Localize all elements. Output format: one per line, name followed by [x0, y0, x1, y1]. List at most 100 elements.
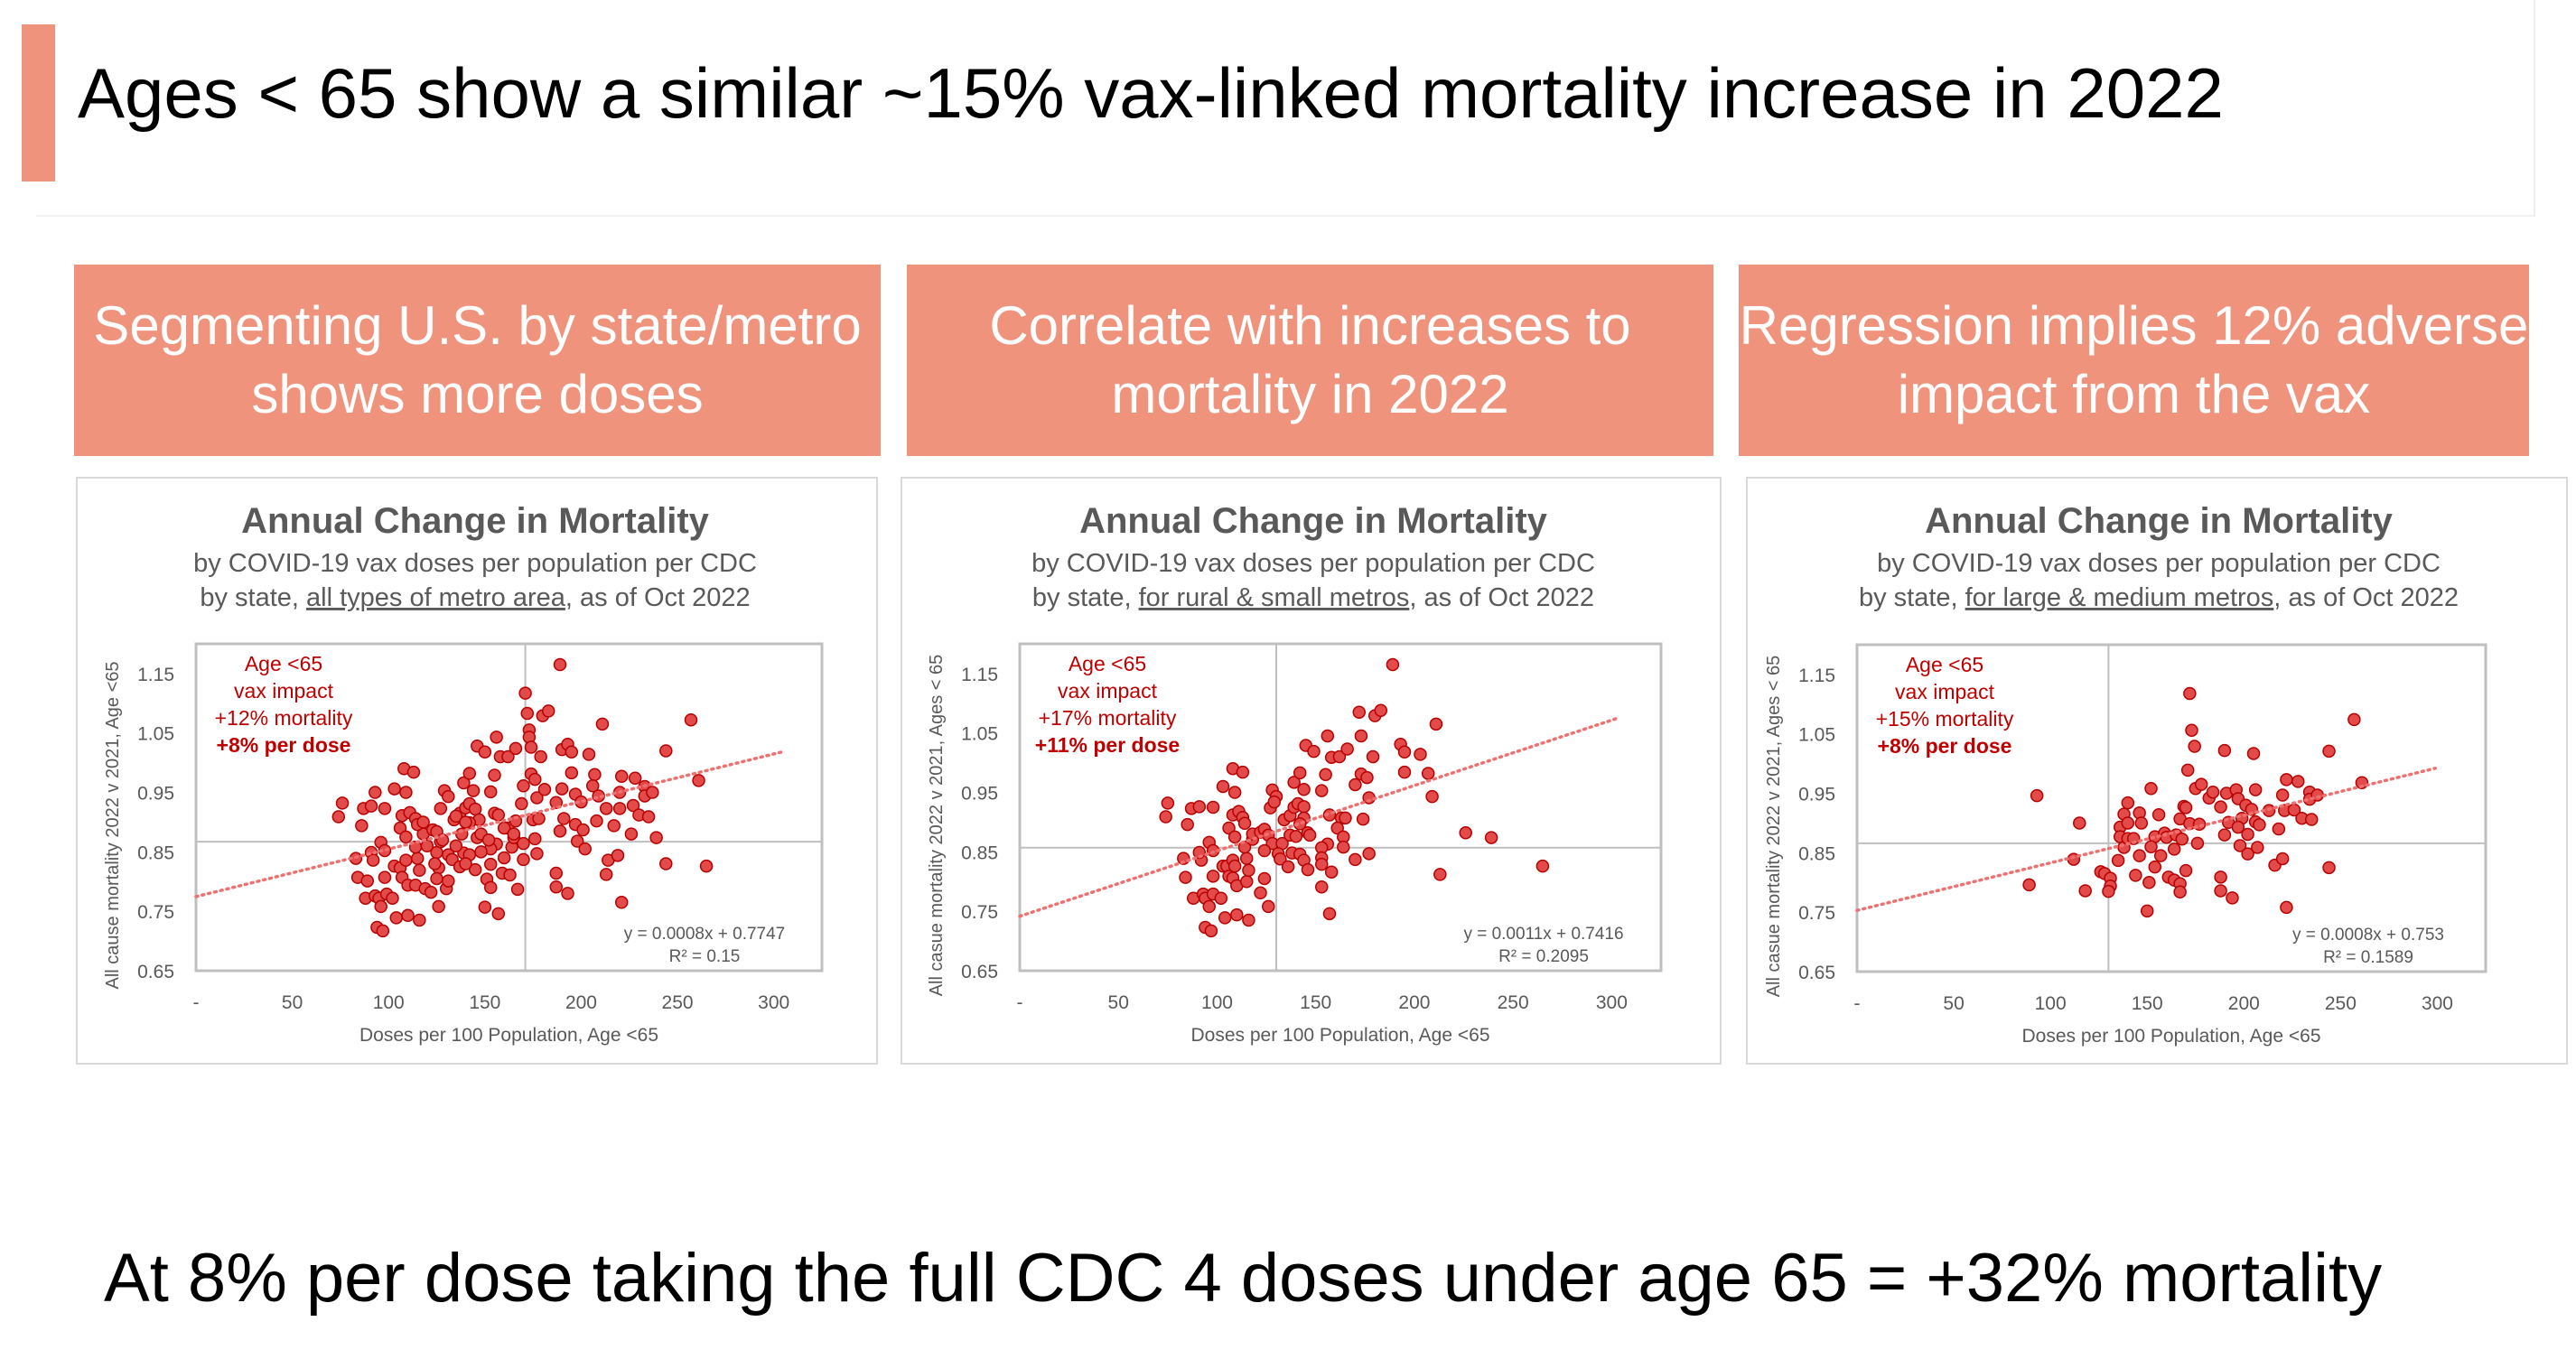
- data-point: [2246, 747, 2261, 760]
- data-point: [401, 908, 415, 923]
- data-point: [2251, 841, 2264, 854]
- data-point: [449, 809, 463, 824]
- data-point: [442, 789, 455, 804]
- y-tick-label: 1.15: [1798, 666, 1835, 686]
- data-point: [599, 802, 613, 815]
- x-tick-label: 150: [469, 992, 500, 1013]
- x-tick-label: 250: [1498, 992, 1529, 1013]
- data-point: [524, 740, 538, 754]
- data-point: [1349, 852, 1362, 867]
- data-point: [457, 776, 471, 790]
- data-point: [534, 749, 547, 764]
- data-point: [553, 657, 567, 672]
- chart-subtitle: by COVID-19 vax doses per population per…: [193, 549, 757, 578]
- x-tick-label: 150: [1300, 992, 1331, 1013]
- data-point: [1262, 899, 1275, 914]
- y-tick-label: 0.95: [961, 784, 998, 805]
- data-point: [503, 868, 517, 882]
- data-point: [428, 857, 442, 870]
- data-point: [1425, 789, 1439, 804]
- data-point: [2194, 777, 2208, 791]
- data-point: [434, 802, 448, 815]
- data-point: [1397, 745, 1412, 759]
- data-point: [2121, 796, 2135, 810]
- data-point: [2185, 723, 2198, 738]
- data-point: [541, 704, 555, 718]
- data-point: [1239, 852, 1254, 865]
- x-tick-label: 200: [565, 992, 597, 1013]
- x-tick-label: 300: [2422, 993, 2453, 1014]
- y-tick-label: 1.05: [961, 724, 998, 745]
- y-tick-label: 0.75: [137, 902, 174, 923]
- data-point: [459, 857, 472, 870]
- x-tick-label: 200: [1398, 992, 1430, 1013]
- data-point: [2226, 891, 2239, 905]
- data-point: [478, 745, 492, 759]
- data-point: [1397, 765, 1412, 779]
- data-point: [2214, 870, 2227, 884]
- data-point: [2144, 840, 2158, 854]
- data-point: [2217, 743, 2232, 758]
- data-point: [2233, 839, 2247, 852]
- data-point: [366, 853, 380, 867]
- trend-line: [194, 749, 786, 898]
- scatter-chart-large-medium: Annual Change in Mortality by COVID-19 va…: [1764, 501, 2487, 1047]
- data-point: [2142, 876, 2156, 889]
- data-point: [565, 745, 579, 759]
- data-point: [335, 796, 350, 810]
- data-point: [549, 866, 563, 880]
- x-tick-label: 300: [758, 992, 789, 1013]
- y-axis-label: All cause mortality 2022 v 2021, Age <65: [103, 661, 123, 989]
- data-point: [565, 766, 579, 780]
- data-point: [1287, 776, 1301, 789]
- data-point: [2073, 816, 2086, 830]
- data-point: [1293, 766, 1307, 780]
- data-point: [641, 810, 656, 824]
- data-point: [2241, 847, 2254, 861]
- data-point: [1332, 749, 1347, 764]
- data-point: [331, 810, 346, 824]
- data-point: [1214, 891, 1228, 905]
- subtitle-segment: by state,: [200, 583, 306, 612]
- data-point: [1242, 913, 1255, 927]
- data-point: [2305, 813, 2319, 826]
- data-point: [378, 870, 392, 884]
- subtitle-segment: , as of Oct 2022: [565, 583, 751, 612]
- x-tick-label: -: [1854, 993, 1861, 1014]
- plot-area: [1018, 642, 1663, 973]
- chart-subtitle: by COVID-19 vax doses per population per…: [1031, 549, 1595, 578]
- data-point: [2151, 807, 2166, 822]
- subtitle-segment-underlined: for rural & small metros: [1139, 583, 1410, 612]
- data-point: [435, 833, 450, 847]
- x-axis-label: Doses per 100 Population, Age <65: [359, 1025, 658, 1046]
- data-point: [2190, 836, 2205, 851]
- data-point: [1267, 795, 1282, 809]
- y-tick-label: 0.85: [961, 842, 998, 863]
- y-tick-label: 0.75: [961, 902, 998, 923]
- data-point: [399, 853, 413, 867]
- data-point: [490, 731, 503, 744]
- data-point: [659, 744, 673, 758]
- data-point: [1362, 847, 1376, 861]
- data-point: [462, 767, 477, 780]
- title-bar: [36, 0, 2535, 217]
- data-point: [364, 799, 378, 813]
- data-point: [520, 706, 535, 721]
- data-point: [1206, 800, 1220, 814]
- data-point: [501, 749, 515, 764]
- data-point: [1414, 748, 1427, 761]
- data-point: [1301, 862, 1315, 877]
- data-point: [1257, 871, 1272, 886]
- data-point: [430, 871, 443, 886]
- y-tick-label: 1.15: [137, 665, 174, 685]
- y-axis-label: All casue mortality 2022 v 2021, Ages < …: [927, 655, 947, 997]
- data-point: [2253, 818, 2266, 832]
- vax-impact-annotation: +11% per dose: [1035, 733, 1180, 757]
- vax-impact-annotation: +8% per dose: [217, 733, 351, 757]
- x-tick-label: -: [193, 992, 200, 1013]
- data-point: [699, 859, 714, 873]
- vax-impact-annotation: vax impact: [1895, 680, 1995, 703]
- data-point: [410, 852, 425, 865]
- data-point: [515, 796, 528, 811]
- data-point: [1218, 911, 1232, 925]
